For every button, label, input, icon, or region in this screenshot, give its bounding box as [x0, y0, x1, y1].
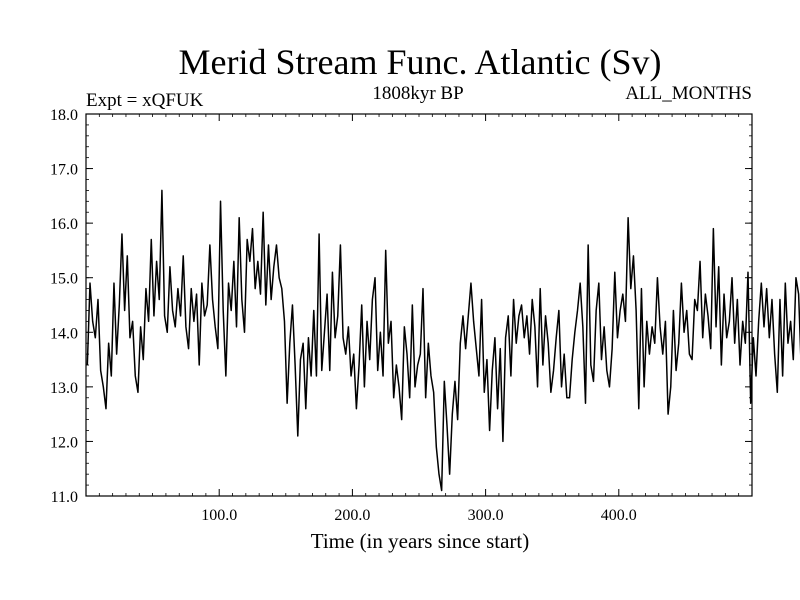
x-axis-label: Time (in years since start)	[311, 529, 530, 553]
y-tick-label: 18.0	[50, 107, 78, 124]
subtitle-center: 1808kyr BP	[372, 83, 463, 104]
x-axis: 100.0 200.0 300.0 400.0	[98, 114, 740, 524]
series-layer	[86, 189, 800, 492]
subtitle-left: Expt = xQFUK	[86, 90, 204, 111]
y-tick-label: 15.0	[50, 271, 78, 288]
x-tick-label: 200.0	[334, 507, 370, 524]
y-tick-label: 13.0	[50, 380, 78, 397]
x-tick-label: 400.0	[601, 507, 637, 524]
series-line	[86, 189, 800, 492]
y-tick-label: 16.0	[50, 216, 78, 233]
plot-frame	[85, 113, 753, 497]
chart-title: Merid Stream Func. Atlantic (Sv)	[179, 42, 662, 82]
x-tick-label: 300.0	[468, 507, 504, 524]
subtitle-right: ALL_MONTHS	[625, 83, 752, 104]
y-tick-label: 17.0	[50, 162, 78, 179]
y-tick-label: 12.0	[50, 434, 78, 451]
y-tick-label: 11.0	[51, 489, 78, 506]
y-axis: 11.0 12.0 13.0 14.0 15.0 16.0 17.0 18.0	[50, 107, 752, 506]
x-tick-label: 100.0	[201, 507, 237, 524]
y-tick-label: 14.0	[50, 325, 78, 342]
